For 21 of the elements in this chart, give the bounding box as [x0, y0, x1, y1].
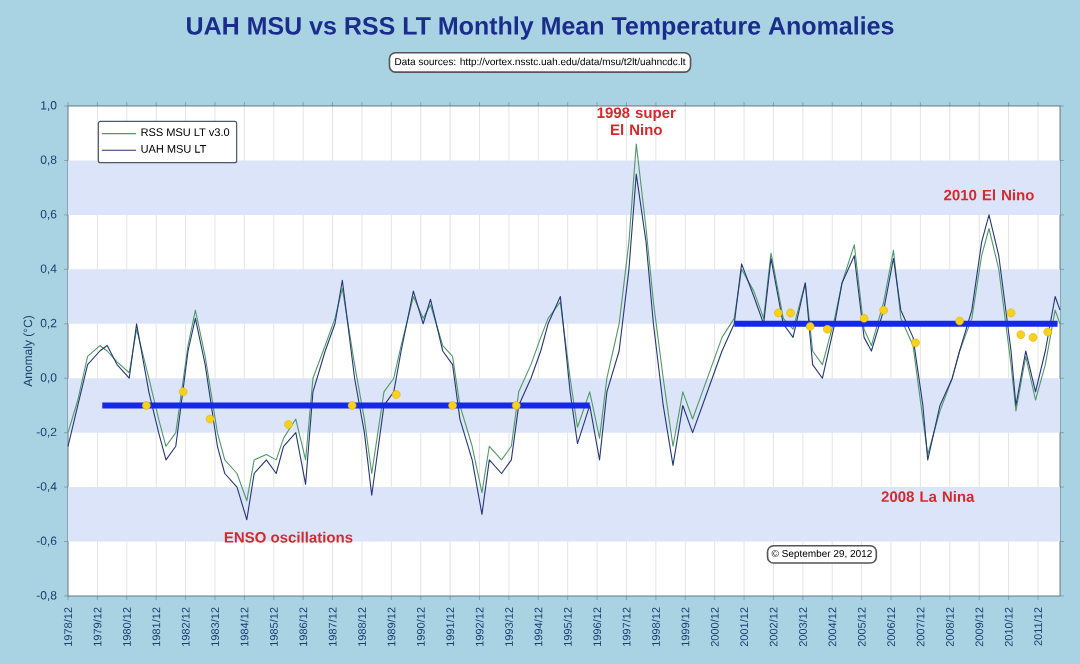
point [1028, 333, 1038, 342]
point [879, 305, 888, 315]
point [786, 308, 795, 318]
point [774, 308, 783, 318]
point [911, 338, 920, 348]
point [955, 316, 964, 326]
point [391, 390, 401, 399]
point [142, 401, 151, 410]
chart-title: UAH MSU vs RSS LT Monthly Mean Temperature Anomalies [187, 16, 894, 40]
point [448, 401, 457, 410]
point [1006, 308, 1016, 318]
point [823, 324, 832, 334]
point [805, 322, 815, 331]
point [1043, 327, 1053, 337]
point [1016, 330, 1026, 339]
point [859, 314, 869, 323]
point [178, 387, 188, 397]
point [284, 420, 293, 429]
point [205, 414, 215, 424]
point [347, 401, 357, 410]
point [511, 401, 521, 410]
